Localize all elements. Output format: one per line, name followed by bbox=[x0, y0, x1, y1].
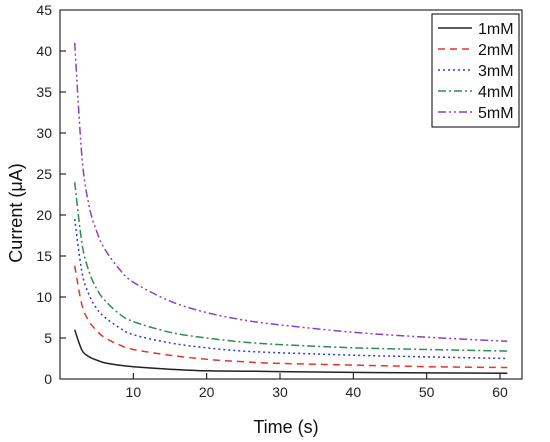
x-axis-label: Time (s) bbox=[253, 417, 318, 437]
y-tick-label-1: 5 bbox=[44, 330, 52, 346]
y-tick-label-8: 40 bbox=[36, 43, 52, 59]
x-tick-label-5: 60 bbox=[492, 384, 508, 400]
plot-border bbox=[59, 9, 523, 380]
axis-ticks: 10 20 30 40 50 60 0 5 10 15 20 25 30 35 40 45 bbox=[36, 2, 508, 400]
series-line-4mM bbox=[73, 182, 508, 352]
y-tick-label-9: 45 bbox=[36, 2, 52, 18]
y-tick-label-3: 15 bbox=[36, 248, 52, 264]
legend-label-2mM: 2mM bbox=[478, 42, 514, 59]
x-tick-label-1: 20 bbox=[199, 384, 215, 400]
legend-label-4mM: 4mM bbox=[478, 84, 514, 101]
legend-label-1mM: 1mM bbox=[478, 21, 514, 38]
y-tick-label-6: 30 bbox=[36, 125, 52, 141]
series-line-2mM bbox=[73, 265, 508, 369]
x-tick-label-4: 50 bbox=[419, 384, 435, 400]
x-tick-label-0: 10 bbox=[126, 384, 142, 400]
y-tick-label-7: 35 bbox=[36, 84, 52, 100]
legend: 1mM 2mM 3mM 4mM 5mM bbox=[431, 13, 520, 128]
y-tick-label-4: 20 bbox=[36, 207, 52, 223]
series-line-1mM bbox=[73, 329, 508, 375]
series-line-5mM bbox=[73, 42, 508, 343]
x-tick-label-3: 40 bbox=[346, 384, 362, 400]
series-line-3mM bbox=[73, 218, 508, 360]
legend-label-3mM: 3mM bbox=[478, 63, 514, 80]
x-tick-label-2: 30 bbox=[272, 384, 288, 400]
y-tick-label-0: 0 bbox=[44, 371, 52, 387]
y-axis-label: Current (μA) bbox=[6, 163, 26, 262]
series-layer bbox=[73, 42, 508, 375]
legend-label-5mM: 5mM bbox=[478, 105, 514, 122]
y-tick-label-2: 10 bbox=[36, 289, 52, 305]
y-tick-label-5: 25 bbox=[36, 166, 52, 182]
plot-frame bbox=[59, 9, 523, 380]
legend-box bbox=[431, 13, 520, 128]
